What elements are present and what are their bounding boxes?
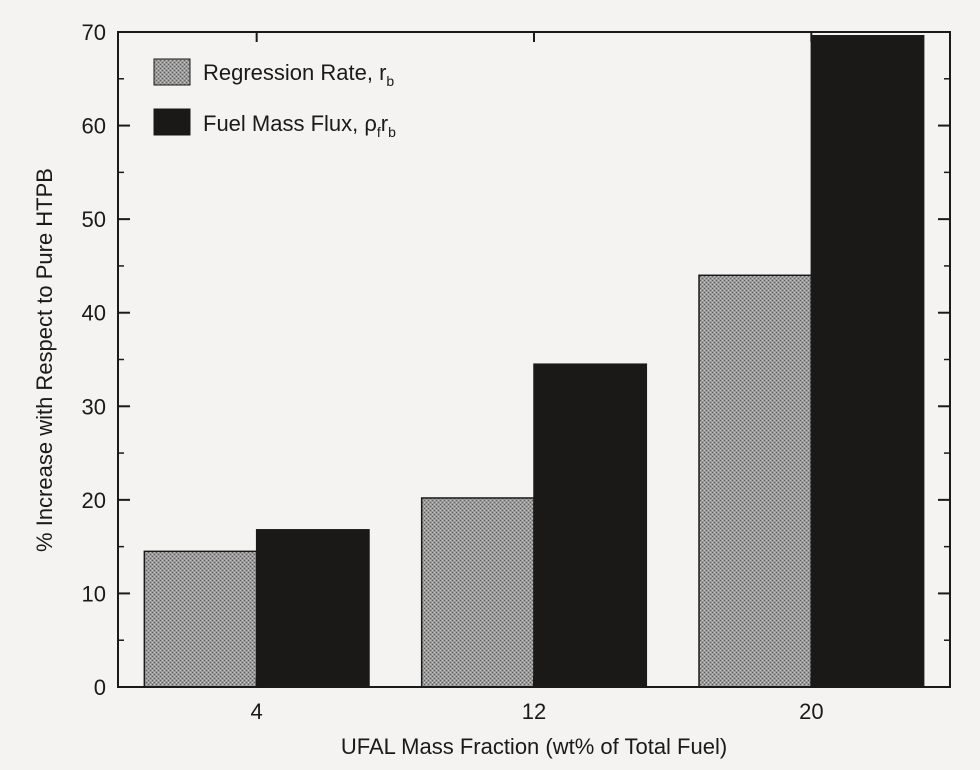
legend-label-regression-rate: Regression Rate, rb [203,60,394,89]
bars-group [143,34,925,688]
bar-regression-rate-12 [420,497,535,688]
x-axis: 4 12 20 [251,32,824,724]
y-tick-label: 20 [82,488,106,513]
x-axis-title: UFAL Mass Fraction (wt% of Total Fuel) [341,734,727,759]
x-tick-label: 12 [522,699,546,724]
y-axis: 0 10 20 30 40 50 60 70 [82,20,950,700]
y-tick-label: 0 [94,675,106,700]
legend: Regression Rate, rb Fuel Mass Flux, ρfrb [153,58,396,140]
bar-fuel-mass-flux-4 [255,529,370,688]
legend-label-fuel-mass-flux: Fuel Mass Flux, ρfrb [203,111,396,140]
x-tick-label: 4 [251,699,263,724]
x-tick-label: 20 [799,699,823,724]
bar-fuel-mass-flux-12 [533,363,648,688]
y-tick-label: 60 [82,114,106,139]
y-tick-label: 30 [82,394,106,419]
bar-regression-rate-20 [698,274,813,688]
legend-swatch-regression-rate [153,58,191,86]
y-tick-label: 10 [82,581,106,606]
legend-swatch-fuel-mass-flux [153,108,191,136]
y-axis-title: % Increase with Respect to Pure HTPB [32,168,57,552]
y-tick-label: 40 [82,301,106,326]
bar-regression-rate-4 [143,550,258,688]
y-tick-label: 70 [82,20,106,45]
bar-fuel-mass-flux-20 [810,34,925,688]
y-tick-label: 50 [82,207,106,232]
